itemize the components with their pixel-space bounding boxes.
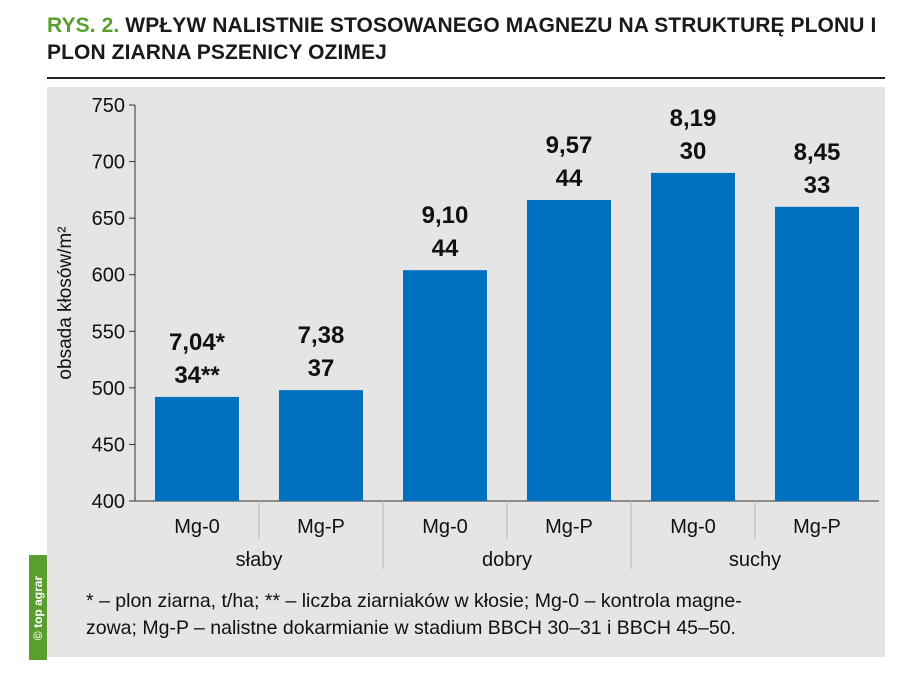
bar-chart: 750 700 650 600 550 500 450 400 obsada kłosów/m²… bbox=[55, 95, 879, 571]
bar-label-grains: 44 bbox=[556, 165, 583, 192]
y-axis-label: obsada kłosów/m² bbox=[55, 226, 76, 379]
x-tick-label: Mg-P bbox=[545, 516, 593, 538]
title-rule bbox=[47, 77, 885, 79]
x-tick-label: Mg-0 bbox=[670, 516, 716, 538]
copyright-badge-text: © top agrar bbox=[31, 575, 45, 640]
copyright-badge: © top agrar bbox=[29, 555, 47, 660]
y-tick-label: 500 bbox=[92, 378, 125, 400]
bar bbox=[279, 390, 363, 501]
x-tick-label: Mg-0 bbox=[422, 516, 468, 538]
bar-label-yield: 9,10 bbox=[422, 202, 469, 229]
y-tick-label: 450 bbox=[92, 434, 125, 456]
y-tick-label: 400 bbox=[92, 491, 125, 513]
figure-title: WPŁYW NALISTNIE STOSOWANEGO MAGNEZU NA S… bbox=[47, 14, 877, 64]
y-tick-label: 750 bbox=[92, 95, 125, 117]
footnote-line-1: * – plon ziarna, t/ha; ** – liczba ziarn… bbox=[86, 590, 742, 612]
x-tick-label: Mg-P bbox=[297, 516, 345, 538]
chart-panel: 750 700 650 600 550 500 450 400 obsada kłosów/m²… bbox=[47, 87, 885, 657]
bar-label-grains: 34** bbox=[174, 362, 220, 389]
bar-label-yield: 8,45 bbox=[794, 139, 841, 166]
footnote: * – plon ziarna, t/ha; ** – liczba ziarn… bbox=[86, 588, 876, 642]
bar-label-grains: 37 bbox=[308, 355, 335, 382]
bar-label-yield: 9,57 bbox=[546, 132, 593, 159]
bar bbox=[155, 396, 239, 501]
bar-label-grains: 44 bbox=[432, 235, 459, 262]
figure-label: RYS. 2. bbox=[47, 14, 120, 37]
footnote-line-2: zowa; Mg-P – nalistne dokarmianie w stad… bbox=[86, 617, 736, 639]
group-label: dobry bbox=[482, 549, 532, 571]
bar-label-grains: 30 bbox=[680, 138, 707, 165]
chart-title: RYS. 2. WPŁYW NALISTNIE STOSOWANEGO MAGNE… bbox=[47, 12, 887, 66]
x-tick-label: Mg-P bbox=[793, 516, 841, 538]
bar bbox=[527, 200, 611, 501]
bar bbox=[775, 206, 859, 501]
y-tick-label: 600 bbox=[92, 265, 125, 287]
bar bbox=[403, 270, 487, 501]
bar bbox=[651, 172, 735, 501]
bar-label-yield: 7,04* bbox=[169, 329, 226, 356]
y-tick-label: 550 bbox=[92, 321, 125, 343]
bar-label-yield: 8,19 bbox=[670, 105, 717, 132]
bar-label-grains: 33 bbox=[804, 172, 831, 199]
y-tick-label: 650 bbox=[92, 208, 125, 230]
group-label: słaby bbox=[236, 549, 283, 571]
group-label: suchy bbox=[729, 549, 781, 571]
bar-label-yield: 7,38 bbox=[298, 322, 345, 349]
y-tick-label: 700 bbox=[92, 152, 125, 174]
x-tick-label: Mg-0 bbox=[174, 516, 220, 538]
